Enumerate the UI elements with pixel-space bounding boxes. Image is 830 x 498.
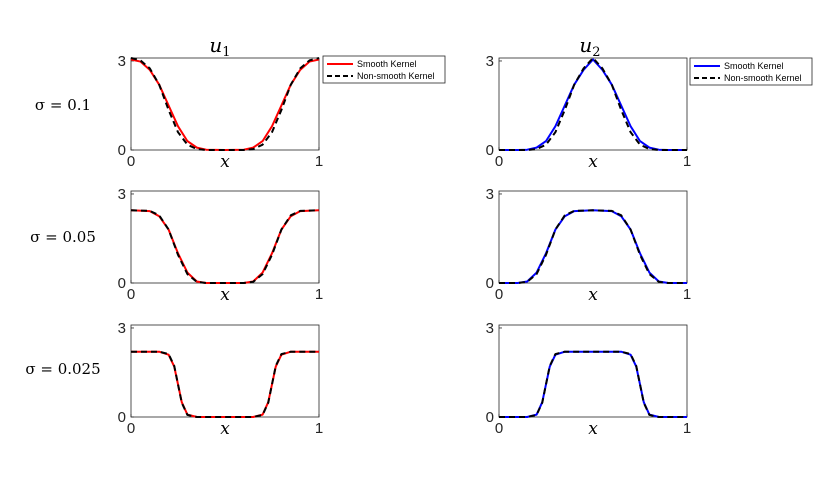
y-tick-label: 3: [486, 320, 494, 337]
y-tick-label: 3: [486, 186, 494, 203]
legend-u1-nonsmooth-label: Non-smooth Kernel: [357, 71, 435, 81]
column-title-u1: u1: [209, 33, 230, 60]
x-tick-label: 0: [127, 286, 135, 303]
y-tick-label: 3: [486, 53, 494, 70]
panel-u2-sigma-0.1: 0 3 0 1 x: [486, 53, 692, 172]
x-tick-label: 0: [495, 153, 503, 170]
x-axis-label: x: [220, 285, 230, 305]
panel-u1-sigma-0.025: 0 3 0 1 x: [118, 320, 324, 439]
legend-u1-box: [322, 55, 446, 84]
legend-u2: Smooth Kernel Non-smooth Kernel: [689, 57, 813, 86]
legend-u2-box: [689, 57, 813, 86]
legend-u2-smooth-label: Smooth Kernel: [724, 61, 784, 71]
legend-u2-nonsmooth-label: Non-smooth Kernel: [724, 73, 802, 83]
legend-u1: Smooth Kernel Non-smooth Kernel: [322, 55, 446, 84]
x-tick-label: 1: [683, 153, 691, 170]
x-tick-label: 0: [495, 286, 503, 303]
x-tick-label: 1: [683, 420, 691, 437]
y-tick-label: 3: [118, 320, 126, 337]
y-tick-label: 3: [118, 53, 126, 70]
nonsmooth-kernel-line-u1: [130, 209, 320, 284]
y-tick-label: 0: [486, 409, 494, 426]
axes-box: [130, 324, 320, 418]
panel-u1-sigma-0.05: 0 3 0 1 x: [118, 186, 324, 305]
nonsmooth-kernel-line-u2: [499, 209, 687, 284]
axes-box: [498, 190, 688, 284]
y-tick-label: 3: [118, 186, 126, 203]
nonsmooth-kernel-line-u1: [130, 57, 320, 151]
smooth-kernel-line-u2: [499, 58, 687, 151]
y-tick-label: 0: [118, 409, 126, 426]
legend-u1-smooth-label: Smooth Kernel: [357, 59, 417, 69]
x-tick-label: 0: [127, 153, 135, 170]
column-title-u2: u2: [579, 33, 600, 60]
x-axis-label: x: [588, 152, 598, 172]
x-axis-label: x: [588, 285, 598, 305]
y-tick-label: 0: [118, 275, 126, 292]
row-label-sigma-0.1: σ = 0.1: [35, 96, 91, 114]
panel-u2-sigma-0.05: 0 3 0 1 x: [486, 186, 692, 305]
y-tick-label: 0: [118, 142, 126, 159]
x-tick-label: 0: [127, 420, 135, 437]
x-tick-label: 1: [315, 153, 323, 170]
x-tick-label: 1: [315, 420, 323, 437]
nonsmooth-kernel-line-u2: [499, 350, 687, 418]
x-tick-label: 0: [495, 420, 503, 437]
x-axis-label: x: [588, 419, 598, 439]
y-tick-label: 0: [486, 275, 494, 292]
axes-box: [130, 190, 320, 284]
axes-box: [130, 57, 320, 151]
x-axis-label: x: [220, 152, 230, 172]
panel-u2-sigma-0.025: 0 3 0 1 x: [486, 320, 692, 439]
x-tick-label: 1: [683, 286, 691, 303]
y-tick-label: 0: [486, 142, 494, 159]
x-tick-label: 1: [315, 286, 323, 303]
x-axis-label: x: [220, 419, 230, 439]
nonsmooth-kernel-line-u1: [131, 350, 319, 418]
row-label-sigma-0.05: σ = 0.05: [30, 228, 96, 246]
axes-box: [498, 57, 688, 151]
panel-u1-sigma-0.1: 0 3 0 1 x: [118, 53, 324, 172]
row-label-sigma-0.025: σ = 0.025: [25, 360, 100, 378]
axes-box: [498, 324, 688, 418]
